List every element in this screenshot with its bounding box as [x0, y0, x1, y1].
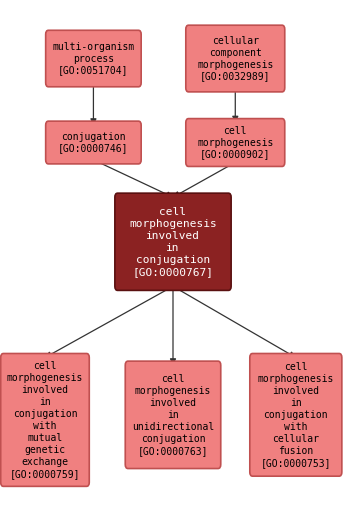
FancyBboxPatch shape	[186, 119, 285, 166]
FancyBboxPatch shape	[115, 193, 231, 290]
FancyBboxPatch shape	[186, 25, 285, 92]
Text: cellular
component
morphogenesis
[GO:0032989]: cellular component morphogenesis [GO:003…	[197, 36, 273, 81]
Text: cell
morphogenesis
involved
in
conjugation
with
cellular
fusion
[GO:0000753]: cell morphogenesis involved in conjugati…	[258, 362, 334, 468]
Text: multi-organism
process
[GO:0051704]: multi-organism process [GO:0051704]	[52, 42, 135, 75]
FancyBboxPatch shape	[125, 361, 221, 468]
Text: cell
morphogenesis
involved
in
unidirectional
conjugation
[GO:0000763]: cell morphogenesis involved in unidirect…	[132, 374, 214, 456]
Text: cell
morphogenesis
involved
in
conjugation
[GO:0000767]: cell morphogenesis involved in conjugati…	[129, 207, 217, 277]
FancyBboxPatch shape	[1, 354, 89, 487]
FancyBboxPatch shape	[46, 31, 141, 87]
FancyBboxPatch shape	[250, 354, 342, 476]
FancyBboxPatch shape	[46, 121, 141, 164]
Text: cell
morphogenesis
involved
in
conjugation
with
mutual
genetic
exchange
[GO:0000: cell morphogenesis involved in conjugati…	[7, 361, 83, 479]
Text: cell
morphogenesis
[GO:0000902]: cell morphogenesis [GO:0000902]	[197, 126, 273, 159]
Text: conjugation
[GO:0000746]: conjugation [GO:0000746]	[58, 131, 129, 154]
